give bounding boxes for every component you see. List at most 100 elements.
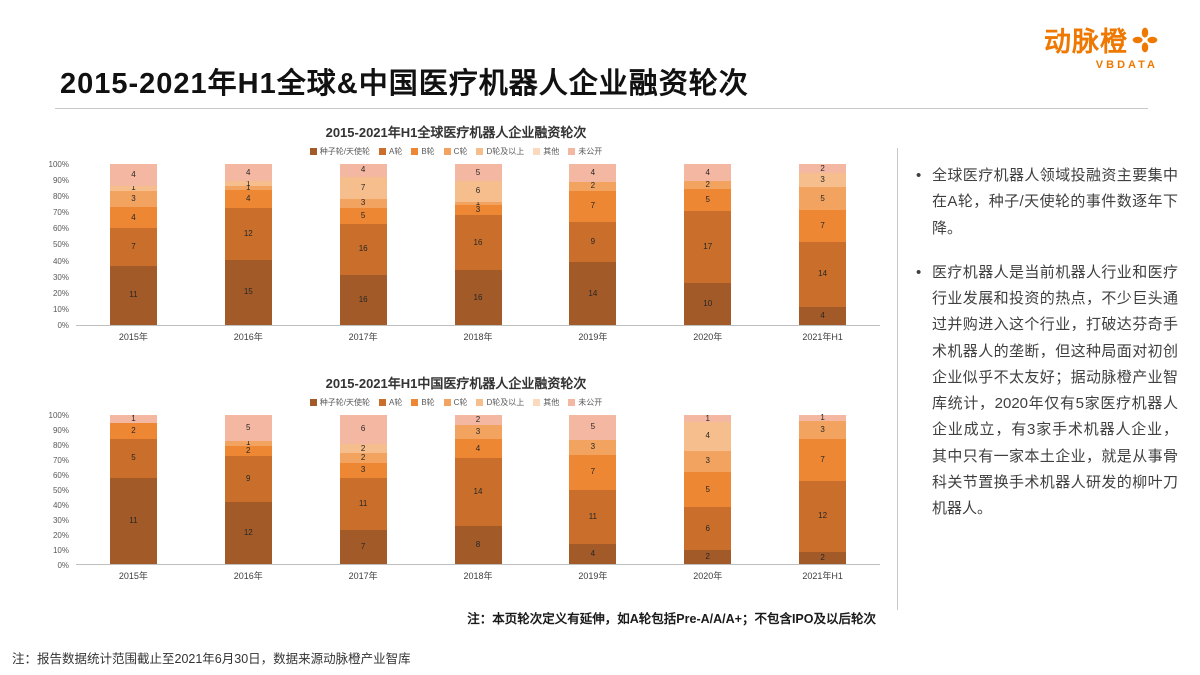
segment-value-label: 2: [705, 180, 710, 190]
bar-slot: 12 9 2 1 5: [191, 415, 306, 564]
bar-segment-A轮: 5: [109, 438, 157, 478]
bar-segment-A轮: 12: [224, 207, 272, 260]
bar-segment-B轮: 3: [454, 205, 502, 216]
legend-label: D轮及以上: [486, 147, 525, 156]
segment-value-label: 14: [473, 486, 483, 496]
legend-item: B轮: [411, 146, 435, 157]
bar-segment-A轮: 11: [569, 489, 617, 545]
segment-value-label: 2: [131, 425, 136, 435]
bar-segment-B轮: 4: [224, 190, 272, 208]
legend-swatch-icon: [533, 148, 541, 155]
x-axis-label: 2016年: [233, 332, 263, 342]
bar-segment-B轮: 4: [454, 439, 502, 459]
bar-segment-种子轮/天使轮: 15: [224, 259, 272, 325]
legend-item: A轮: [378, 397, 402, 408]
segment-value-label: 4: [131, 169, 136, 179]
legend-label: D轮及以上: [486, 398, 525, 407]
bar-segment-种子轮/天使轮: 11: [109, 265, 157, 325]
title-divider: [55, 108, 1148, 109]
legend-swatch-icon: [411, 148, 419, 155]
x-axis-label: 2018年: [463, 332, 493, 342]
legend-label: A轮: [388, 147, 403, 156]
bar-segment-种子轮/天使轮: 7: [339, 530, 387, 564]
segment-value-label: 6: [360, 424, 366, 434]
segment-value-label: 7: [820, 221, 825, 231]
segment-value-label: 3: [590, 442, 596, 452]
legend-swatch-icon: [378, 148, 386, 155]
segment-value-label: 6: [475, 186, 481, 196]
segment-value-label: 1: [820, 413, 825, 422]
bar-segment-B轮: 5: [339, 208, 387, 224]
bar-segment-D轮及以上: 1: [109, 184, 157, 192]
bar-segment-C轮: 3: [339, 198, 387, 209]
x-axis-label: 2020年: [693, 571, 723, 581]
bar-segment-A轮: 9: [224, 456, 272, 503]
segment-value-label: 1: [246, 438, 251, 448]
legend-label: 种子轮/天使轮: [319, 398, 370, 407]
x-axis-label: 2017年: [348, 571, 378, 581]
bar-slot: 8 14 4 3 2: [421, 415, 536, 564]
segment-value-label: 12: [243, 528, 253, 538]
segment-value-label: 5: [590, 422, 596, 432]
bars-area: 11 7 4 3 1 4 15 12 4 1 1 4 16 16 5 3 7 4 16 16 3 1 6 5 14 9 7 2 4 10 1…: [76, 164, 880, 326]
stacked-bar-2020年: 10 17 5 2 4: [684, 164, 732, 325]
logo-flower-icon: [1132, 27, 1158, 52]
segment-value-label: 11: [588, 511, 598, 521]
segment-value-label: 5: [360, 211, 366, 221]
footer-note: 注：报告数据统计范围截止至2021年6月30日，数据来源动脉橙产业智库: [12, 652, 411, 666]
global-funding-chart: 2015-2021年H1全球医疗机器人企业融资轮次 种子轮/天使轮 A轮 B轮 C轮 D…: [32, 122, 880, 343]
segment-value-label: 11: [129, 515, 138, 525]
y-axis: 100% 90% 80% 70% 60% 50% 40% 30% 20% 10% 0%: [48, 410, 69, 570]
bullet-icon: •: [916, 167, 922, 184]
bar-slot: 15 12 4 1 1 4: [191, 164, 306, 325]
bar-segment-B轮: 7: [569, 190, 617, 223]
bar-segment-未公开: 4: [109, 164, 157, 186]
bar-segment-未公开: 4: [224, 164, 272, 182]
legend-label: B轮: [421, 398, 435, 407]
segment-value-label: 4: [705, 431, 710, 441]
legend-label: 其他: [543, 147, 560, 156]
x-axis-label: 2019年: [578, 332, 608, 342]
legend-swatch-icon: [443, 399, 451, 406]
bar-segment-C轮: 1: [454, 199, 502, 207]
insight-text: 全球医疗机器人领域投融资主要集中在A轮，种子/天使轮的事件数逐年下降。: [932, 167, 1178, 237]
stacked-bar-2016年: 15 12 4 1 1 4: [224, 164, 272, 325]
legend-swatch-icon: [411, 399, 419, 406]
legend-label: 未公开: [578, 398, 603, 407]
bar-segment-C轮: 1: [224, 438, 272, 448]
segment-value-label: 14: [818, 269, 828, 279]
legend-swatch-icon: [568, 399, 576, 406]
bar-segment-未公开: 6: [339, 415, 387, 444]
bar-segment-B轮: 7: [799, 210, 847, 243]
bar-segment-种子轮/天使轮: 8: [454, 525, 502, 564]
bar-segment-未公开: 1: [684, 414, 732, 423]
segment-value-label: 16: [473, 237, 483, 247]
segment-value-label: 2: [820, 163, 825, 173]
bar-segment-A轮: 17: [684, 210, 732, 283]
segment-value-label: 4: [705, 167, 710, 177]
segment-value-label: 11: [358, 498, 368, 508]
legend-label: 其他: [543, 398, 560, 407]
logo-text: 动脉橙: [1044, 27, 1128, 57]
segment-value-label: 4: [360, 165, 366, 175]
stacked-bar-2019年: 4 11 7 3 5: [569, 415, 617, 564]
bar-segment-A轮: 7: [109, 228, 157, 266]
bar-segment-C轮: 2: [339, 453, 387, 464]
bars-area: 11 5 2 1 12 9 2 1 5 7 11 3 2 2 6 8 14 4 3 2 4 11 7 3 5 2 6 5 3 4 1 2 12 7…: [76, 413, 880, 565]
insight-text: 医疗机器人是当前机器人行业和医疗行业发展和投资的热点，不少巨头通过并购进入这个行…: [932, 263, 1178, 517]
bar-slot: 10 17 5 2 4: [650, 164, 765, 325]
x-axis-label: 2016年: [233, 571, 263, 581]
bar-slot: 11 5 2 1: [76, 414, 191, 564]
bar-segment-种子轮/天使轮: 14: [569, 262, 617, 325]
bar-slot: 4 14 7 5 3 2: [765, 164, 880, 325]
stacked-bar-2017年: 7 11 3 2 2 6: [339, 415, 387, 564]
legend-label: 未公开: [578, 147, 603, 156]
insight-bullet: • 全球医疗机器人领域投融资主要集中在A轮，种子/天使轮的事件数逐年下降。: [916, 163, 1178, 242]
segment-value-label: 4: [820, 310, 825, 320]
segment-value-label: 12: [243, 228, 253, 238]
segment-value-label: 7: [360, 542, 366, 552]
bar-segment-D轮及以上: 7: [339, 176, 387, 199]
segment-value-label: 9: [246, 474, 251, 484]
legend-swatch-icon: [309, 399, 317, 406]
legend-label: C轮: [453, 398, 468, 407]
